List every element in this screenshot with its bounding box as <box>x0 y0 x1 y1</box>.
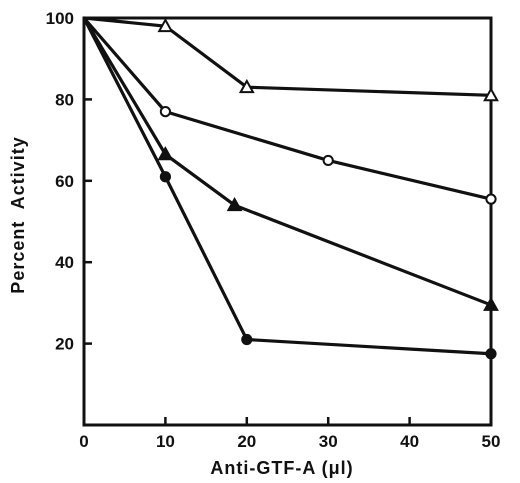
data-point <box>485 348 497 360</box>
series-line <box>82 16 492 201</box>
y-tick-label: 60 <box>55 172 74 191</box>
x-tick-label: 40 <box>400 432 419 451</box>
data-point <box>157 17 174 33</box>
data-point <box>241 333 253 346</box>
y-tick-label: 20 <box>55 335 74 354</box>
data-point <box>483 296 499 311</box>
data-point <box>159 106 171 118</box>
y-axis-label: Percent Activity <box>8 136 28 293</box>
y-axis-ticks: 20 40 60 80 100 <box>46 9 92 354</box>
x-axis-label: Anti-GTF-A (μl) <box>210 458 353 478</box>
data-point <box>238 78 255 94</box>
data-point <box>157 146 174 161</box>
data-point <box>483 87 499 102</box>
series-layer <box>82 16 499 360</box>
y-tick-label: 80 <box>55 90 74 109</box>
plot-frame <box>82 16 493 427</box>
y-tick-label: 100 <box>46 9 74 28</box>
data-point <box>226 196 243 212</box>
x-tick-label: 0 <box>79 432 88 451</box>
series-3 <box>82 17 497 360</box>
series-line <box>82 17 492 356</box>
plot-border <box>82 16 493 427</box>
x-axis-ticks: 0 10 20 30 40 50 <box>79 417 500 451</box>
x-tick-label: 30 <box>319 432 338 451</box>
series-1 <box>82 16 497 205</box>
series-line <box>82 17 492 307</box>
data-point <box>322 154 334 167</box>
x-tick-label: 50 <box>482 432 501 451</box>
data-point <box>159 171 171 183</box>
series-0 <box>83 16 499 102</box>
series-2 <box>82 17 499 311</box>
x-tick-label: 10 <box>156 432 175 451</box>
x-tick-label: 20 <box>237 432 256 451</box>
series-line <box>83 16 492 97</box>
y-tick-label: 40 <box>55 253 74 272</box>
data-point <box>485 193 497 205</box>
